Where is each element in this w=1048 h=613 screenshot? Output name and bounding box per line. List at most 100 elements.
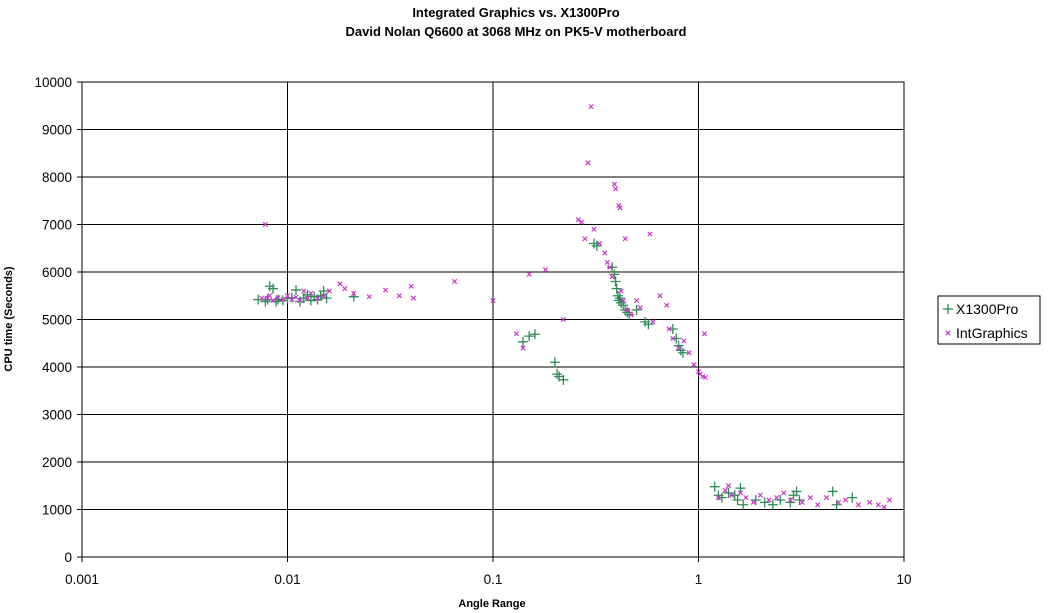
data-point	[677, 347, 688, 358]
data-point	[607, 264, 613, 270]
data-point	[259, 295, 265, 301]
data-point	[610, 276, 621, 287]
data-point	[609, 274, 615, 280]
data-point	[588, 104, 594, 110]
data-point	[301, 288, 307, 294]
legend-marker-intgraphics	[945, 330, 951, 336]
y-tick-label: 2000	[42, 455, 72, 470]
series-x1300pro	[253, 238, 858, 510]
legend: X1300Pro IntGraphics	[937, 295, 1041, 345]
data-point	[591, 226, 597, 232]
data-point	[270, 297, 276, 304]
x-tick-label: 0.1	[484, 572, 503, 587]
data-point	[637, 305, 643, 311]
data-point	[624, 307, 630, 313]
data-point	[767, 499, 778, 510]
data-point	[618, 300, 629, 311]
data-point	[886, 497, 893, 503]
data-point	[549, 357, 560, 368]
data-point	[321, 293, 332, 304]
data-points	[253, 104, 893, 510]
data-point	[737, 490, 744, 496]
data-point	[382, 287, 389, 293]
data-point	[277, 295, 288, 306]
data-point	[260, 296, 271, 307]
data-point	[620, 297, 626, 304]
chart-title: Integrated Graphics vs. X1300Pro	[412, 5, 619, 20]
data-point	[552, 369, 563, 380]
data-point	[321, 293, 327, 299]
data-point	[664, 302, 670, 308]
y-tick-label: 8000	[42, 170, 72, 185]
data-point	[715, 495, 722, 501]
data-point	[759, 497, 770, 508]
data-point	[609, 269, 620, 280]
data-point	[732, 495, 743, 505]
x-tick-label: 10	[896, 572, 911, 587]
data-point	[558, 374, 569, 385]
data-point	[526, 271, 532, 277]
data-point	[785, 497, 796, 508]
data-point	[596, 240, 603, 247]
data-point	[304, 295, 311, 301]
y-axis-label: CPU time (Seconds)	[3, 266, 15, 371]
data-point	[799, 499, 805, 505]
data-point	[781, 490, 787, 496]
data-point	[847, 492, 858, 503]
data-point	[284, 293, 291, 299]
data-point	[591, 240, 602, 251]
data-point	[275, 295, 281, 301]
data-point	[823, 495, 830, 501]
data-point	[709, 481, 720, 492]
x-axis-label: Angle Range	[458, 598, 525, 610]
data-point	[618, 288, 624, 294]
data-point	[673, 340, 684, 351]
data-point	[743, 495, 749, 501]
data-point	[881, 504, 887, 510]
data-point	[280, 296, 286, 303]
data-point	[518, 336, 529, 347]
data-point	[807, 495, 813, 501]
data-point	[757, 492, 763, 498]
data-point	[634, 297, 640, 304]
data-point	[326, 288, 333, 294]
data-point	[738, 499, 749, 510]
data-point	[513, 331, 520, 337]
data-point	[750, 499, 756, 505]
legend-label-intgraphics: IntGraphics	[956, 325, 1028, 341]
data-point	[843, 497, 849, 503]
data-point	[722, 487, 728, 494]
data-point	[253, 294, 264, 305]
data-point	[611, 181, 618, 187]
data-point	[289, 296, 295, 303]
y-tick-label: 9000	[42, 123, 72, 138]
data-point	[725, 483, 732, 489]
series-intgraphics	[259, 104, 893, 510]
data-point	[615, 293, 626, 304]
data-point	[766, 497, 772, 503]
data-point	[650, 319, 656, 325]
data-point	[612, 290, 623, 301]
data-point	[396, 293, 402, 299]
data-point	[622, 307, 633, 318]
y-tick-label: 7000	[42, 218, 72, 233]
data-point	[267, 293, 273, 299]
data-point	[613, 295, 624, 306]
data-point	[835, 499, 842, 505]
data-point	[647, 231, 653, 237]
data-point	[451, 278, 458, 285]
data-point	[613, 186, 619, 192]
data-point	[308, 290, 314, 296]
data-point	[273, 294, 284, 305]
x-tick-label: 1	[695, 572, 703, 587]
data-point	[524, 331, 535, 342]
y-tick-label: 10000	[34, 75, 72, 90]
data-point	[622, 236, 628, 242]
data-point	[675, 345, 682, 351]
y-tick-label: 6000	[42, 265, 72, 280]
data-point	[855, 502, 861, 508]
data-point	[262, 294, 273, 305]
data-point	[735, 483, 746, 494]
data-point	[611, 283, 622, 294]
legend-box	[937, 295, 1041, 345]
